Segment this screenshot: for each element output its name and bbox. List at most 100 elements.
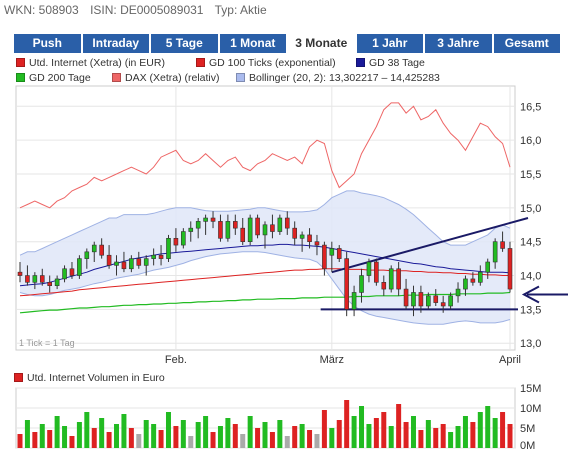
volume-bar	[373, 418, 379, 448]
volume-bar	[151, 424, 157, 448]
y-tick-label: 15,5	[520, 169, 541, 181]
candle-body	[195, 221, 201, 229]
volume-bar	[240, 434, 246, 448]
volume-tick-label: 15M	[520, 383, 541, 395]
volume-bar	[121, 414, 127, 448]
tab-1-jahr[interactable]: 1 Jahr	[356, 34, 423, 53]
candle-body	[39, 275, 45, 283]
candle-body	[114, 261, 119, 266]
tab-gesamt[interactable]: Gesamt	[493, 34, 560, 53]
volume-bar	[232, 424, 238, 448]
candle-body	[188, 227, 194, 232]
candle-body	[500, 241, 505, 249]
candle-body	[47, 282, 52, 286]
volume-bar	[195, 422, 201, 448]
candle-body	[284, 217, 290, 229]
y-tick-label: 14,0	[520, 271, 541, 283]
volume-bar	[500, 412, 506, 448]
candle-body	[329, 248, 335, 256]
candle-body	[255, 217, 260, 236]
volume-bar	[418, 430, 424, 448]
legend-swatch	[112, 73, 121, 82]
tab-5-tage[interactable]: 5 Tage	[151, 34, 218, 53]
candle-body	[247, 217, 253, 242]
volume-bar	[440, 424, 446, 448]
volume-bar	[54, 416, 60, 448]
volume-bar	[314, 434, 320, 448]
dax-relative-line	[19, 102, 511, 209]
arrow-marker	[521, 285, 568, 304]
volume-bar	[507, 424, 513, 448]
candle-body	[203, 217, 208, 222]
volume-bar	[403, 422, 409, 448]
x-tick-label: März	[320, 354, 344, 366]
candle-body	[470, 278, 476, 283]
volume-bar	[299, 424, 305, 448]
candle-body	[359, 275, 364, 293]
legend-label: Utd. Internet Volumen in Euro	[27, 372, 165, 384]
volume-bar	[388, 426, 394, 448]
wkn-label: WKN: 508903	[4, 3, 79, 17]
volume-bar	[158, 430, 164, 448]
volume-bar	[284, 436, 290, 448]
volume-bar	[39, 424, 45, 448]
candle-body	[388, 268, 394, 290]
tab-1-monat[interactable]: 1 Monat	[219, 34, 286, 53]
volume-tick-label: 5M	[520, 423, 535, 435]
volume-bar	[255, 428, 261, 448]
candle-body	[411, 292, 416, 307]
bollinger-upper-line	[19, 190, 511, 256]
candle-body	[418, 292, 424, 307]
volume-bar	[76, 422, 82, 448]
volume-bar	[32, 432, 38, 448]
volume-bar	[381, 412, 387, 448]
candle-body	[351, 292, 357, 310]
volume-bar	[62, 426, 68, 448]
candle-body	[507, 248, 513, 290]
candle-body	[277, 217, 283, 232]
timeframe-tabs: Push Intraday 5 Tage 1 Monat 3 Monate 1 …	[14, 34, 560, 53]
volume-bar	[128, 428, 134, 448]
candle-body	[54, 278, 60, 286]
candle-body	[299, 234, 305, 239]
volume-bar	[210, 432, 216, 448]
volume-bar	[425, 420, 431, 448]
volume-bar	[470, 422, 476, 448]
volume-bar	[351, 416, 357, 448]
tab-3-monate[interactable]: 3 Monate	[288, 34, 355, 53]
y-tick-label: 13,5	[520, 304, 541, 316]
volume-bar	[329, 428, 335, 448]
legend-label: Utd. Internet (Xetra) (in EUR)	[29, 57, 165, 69]
candle-body	[210, 217, 216, 222]
x-tick-label: Feb.	[165, 354, 187, 366]
candle-body	[344, 258, 349, 310]
legend-item-dax: DAX (Xetra) (relativ)	[112, 71, 220, 86]
volume-bar	[69, 436, 75, 448]
volume-bar	[366, 424, 372, 448]
candle-body	[84, 251, 90, 259]
volume-bar	[462, 416, 468, 448]
candle-body	[91, 244, 97, 253]
candle-body	[381, 282, 387, 290]
tab-3-jahre[interactable]: 3 Jahre	[425, 34, 492, 53]
volume-bar	[180, 420, 186, 448]
candle-body	[336, 248, 342, 259]
tab-push[interactable]: Push	[14, 34, 81, 53]
volume-bar	[143, 420, 149, 448]
candle-body	[129, 258, 134, 270]
volume-bar	[114, 424, 120, 448]
candle-body	[270, 224, 275, 232]
legend-label: GD 100 Ticks (exponential)	[209, 57, 336, 69]
volume-bar	[485, 406, 491, 448]
volume-bar	[359, 406, 365, 448]
tab-intraday[interactable]: Intraday	[82, 34, 149, 53]
legend-label: Bollinger (20, 2): 13,302217 – 14,425283	[249, 72, 440, 84]
candle-body	[173, 238, 179, 246]
volume-bar	[47, 430, 53, 448]
volume-bar	[165, 412, 171, 448]
candle-body	[62, 268, 67, 280]
volume-bar	[448, 432, 454, 448]
gd100-line	[19, 268, 510, 297]
y-tick-label: 15,0	[520, 203, 541, 215]
